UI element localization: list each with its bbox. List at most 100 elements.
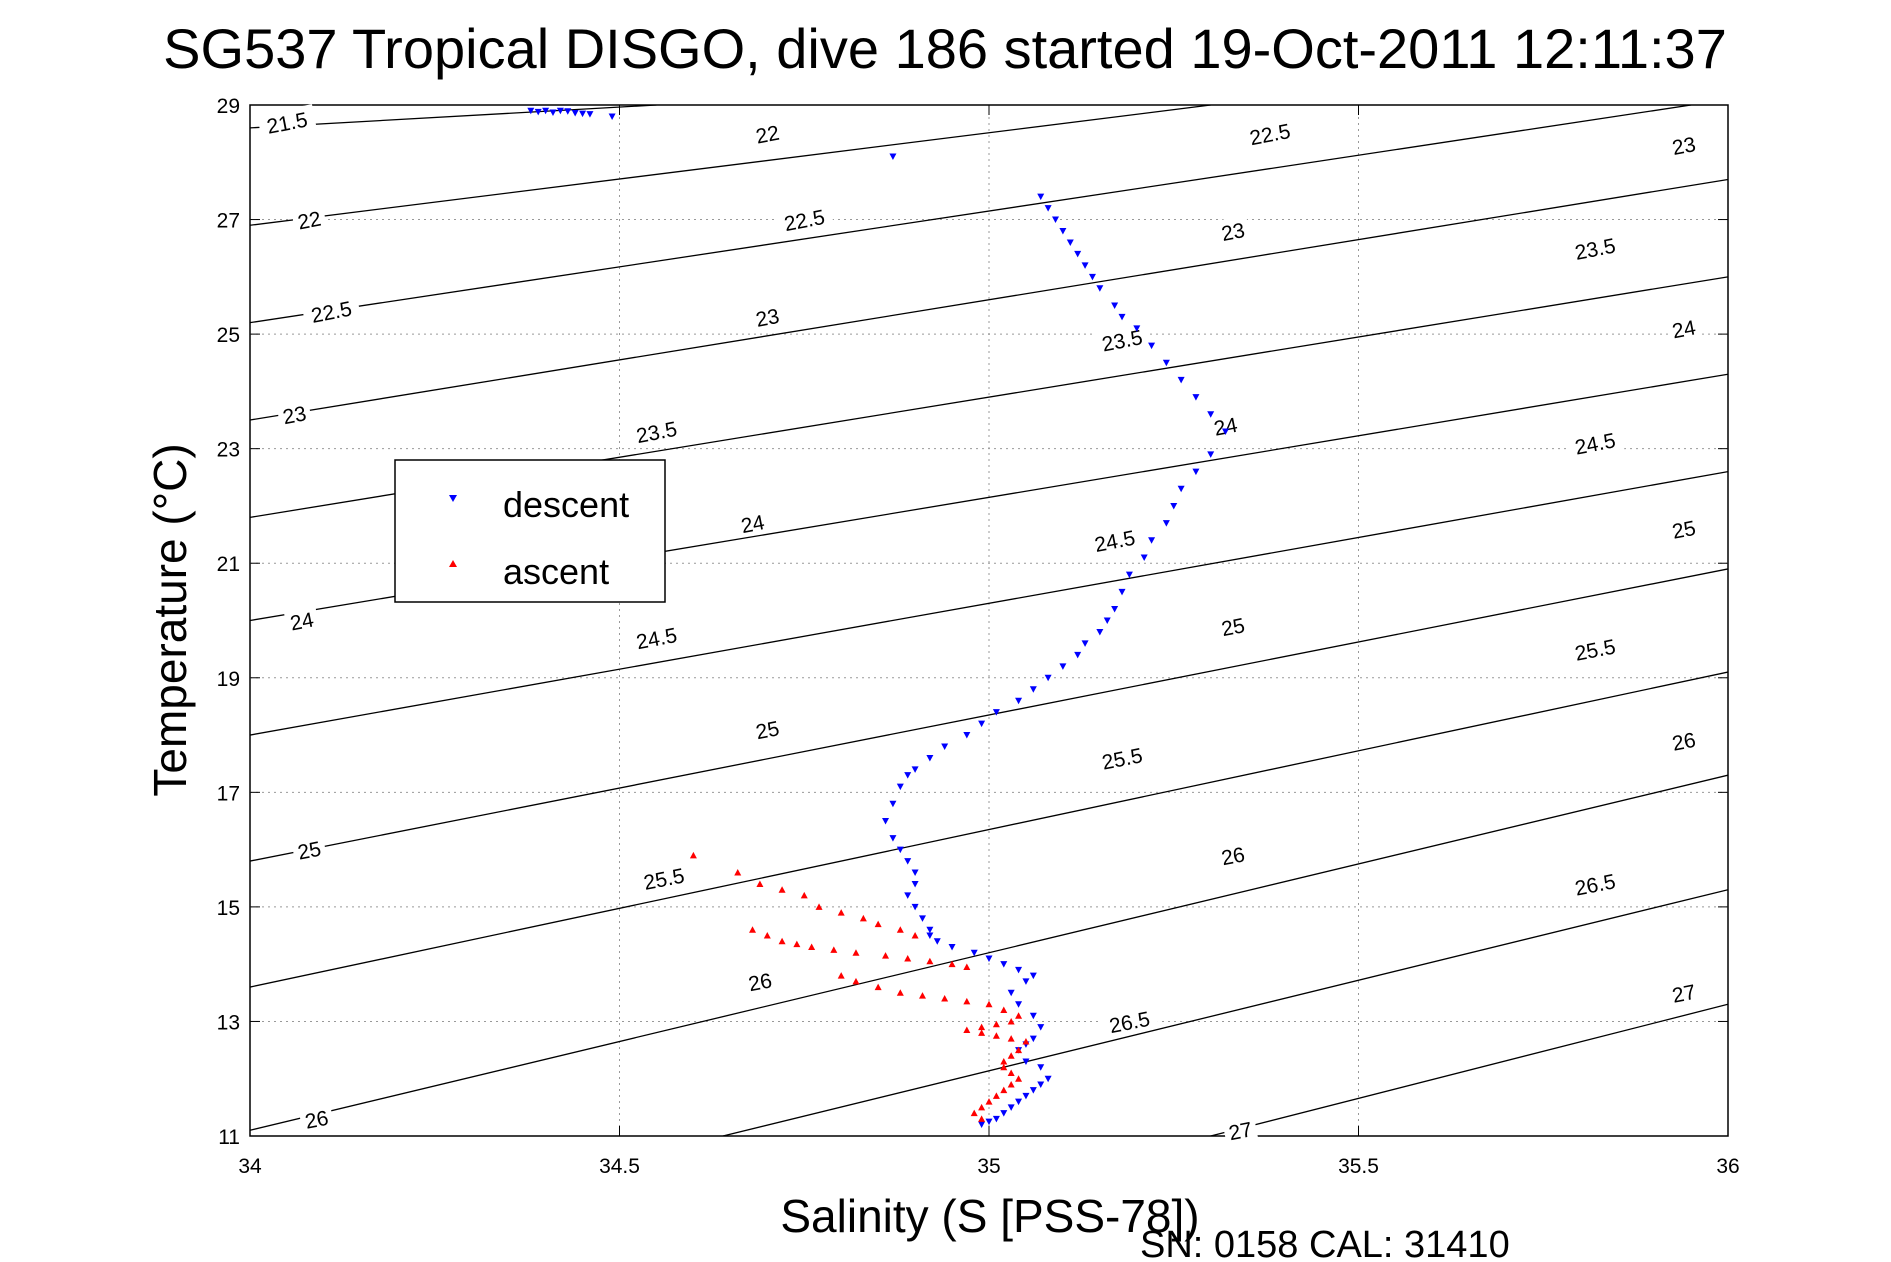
data-point-descent (1081, 262, 1089, 269)
data-point-ascent (978, 1115, 986, 1122)
data-point-descent (1044, 674, 1052, 682)
data-point-descent (1192, 468, 1200, 476)
legend-box (394, 459, 666, 603)
data-point-descent (1029, 1012, 1037, 1020)
density-contour-line (250, 178, 1728, 421)
data-point-descent (985, 955, 993, 962)
data-point-ascent (904, 954, 912, 962)
data-point-descent (918, 915, 926, 922)
data-point-ascent (808, 943, 816, 950)
data-point-descent (1207, 411, 1215, 418)
legend-marker-ascent (449, 560, 457, 567)
density-contour-line (722, 889, 1728, 1136)
contour-label-bg (1665, 724, 1702, 755)
data-point-ascent (793, 940, 801, 948)
data-point-ascent (963, 1026, 971, 1034)
data-point-ascent (992, 1092, 1000, 1099)
data-point-descent (549, 109, 557, 116)
contour-label-bg (774, 201, 834, 236)
data-point-descent (904, 892, 912, 899)
data-point-ascent (734, 869, 742, 876)
data-point-descent (933, 938, 941, 945)
data-point-descent (1037, 1081, 1045, 1088)
contour-label-bg (1665, 513, 1702, 543)
data-point-ascent (992, 1020, 1000, 1028)
data-point-descent (1074, 250, 1082, 258)
data-point-ascent (874, 920, 882, 928)
data-point-descent (1037, 1064, 1045, 1071)
x-tick-label: 36 (1716, 1155, 1739, 1178)
data-point-ascent (918, 992, 926, 999)
data-point-descent (904, 858, 912, 865)
data-point-descent (1000, 1110, 1008, 1117)
data-point-descent (948, 943, 956, 951)
density-contour-label: 27 (1222, 1114, 1259, 1145)
data-point-descent (889, 835, 897, 842)
contour-label-text: 25 (1670, 517, 1697, 544)
density-contour-label: 23 (1214, 215, 1251, 246)
data-point-descent (1081, 640, 1089, 647)
density-contour-label: 24.5 (1084, 522, 1145, 557)
data-point-descent (1162, 520, 1170, 527)
data-point-descent (904, 772, 912, 779)
data-point-ascent (1022, 1037, 1030, 1045)
density-contour-label: 25.5 (633, 860, 694, 895)
y-tick-label: 19 (217, 668, 240, 691)
x-tick-label: 35 (977, 1155, 1000, 1178)
contour-label-text: 22 (296, 208, 323, 235)
data-point-descent (911, 880, 919, 888)
data-point-ascent (1007, 1080, 1015, 1088)
data-point-descent (1059, 228, 1067, 235)
data-point-descent (608, 113, 616, 120)
data-point-descent (1029, 1087, 1037, 1094)
footer-serial-cal: SN: 0158 CAL: 31410 (1140, 1224, 1510, 1262)
contour-label-bg (626, 619, 687, 654)
data-point-ascent (1007, 1035, 1015, 1042)
data-point-ascent (778, 886, 786, 893)
data-point-descent (1221, 428, 1229, 435)
density-contour-line (250, 568, 1728, 862)
data-point-ascent (749, 926, 757, 933)
density-contour-label: 26 (1665, 724, 1702, 756)
data-point-descent (1096, 285, 1104, 292)
data-point-descent (985, 1118, 993, 1126)
density-contour-label: 21.5 (256, 104, 317, 139)
contour-label-text: 25 (1219, 614, 1246, 641)
density-contour-line (250, 671, 1728, 988)
data-point-descent (978, 720, 986, 728)
density-contour-label: 22.5 (301, 293, 361, 328)
contour-label-bg (290, 203, 327, 234)
data-point-ascent (970, 1109, 978, 1117)
data-point-descent (1111, 302, 1119, 309)
data-point-ascent (941, 995, 949, 1002)
legend-marker-descent (449, 495, 457, 502)
contour-label-text: 23 (1219, 219, 1246, 246)
data-point-ascent (1007, 1052, 1015, 1059)
contour-label-text: 26 (1219, 843, 1246, 870)
data-point-descent (1022, 978, 1030, 985)
data-series (527, 107, 1229, 1129)
data-point-ascent (978, 1029, 986, 1036)
density-contour-label: 24 (1665, 312, 1702, 343)
contour-label-bg (1099, 1003, 1159, 1038)
contour-label-bg (1665, 312, 1702, 343)
data-point-ascent (778, 937, 786, 945)
density-contour-line (250, 470, 1728, 736)
data-point-descent (534, 108, 542, 116)
chart-title: SG537 Tropical DISGO, dive 186 started 1… (163, 17, 1727, 80)
contour-label-text: 27 (1227, 1118, 1254, 1145)
data-point-descent (1044, 205, 1052, 212)
data-point-descent (911, 903, 919, 911)
data-point-ascent (837, 909, 845, 916)
data-point-descent (1148, 342, 1156, 350)
data-point-descent (963, 732, 971, 739)
data-point-descent (1022, 1058, 1030, 1066)
contour-label-bg (283, 604, 320, 635)
density-contour-label: 24 (1207, 409, 1244, 441)
data-point-descent (970, 949, 978, 957)
contour-label-text: 27 (1670, 981, 1697, 1008)
y-tick-label: 29 (217, 95, 240, 118)
data-point-ascent (763, 932, 771, 939)
data-point-ascent (1000, 1063, 1008, 1071)
